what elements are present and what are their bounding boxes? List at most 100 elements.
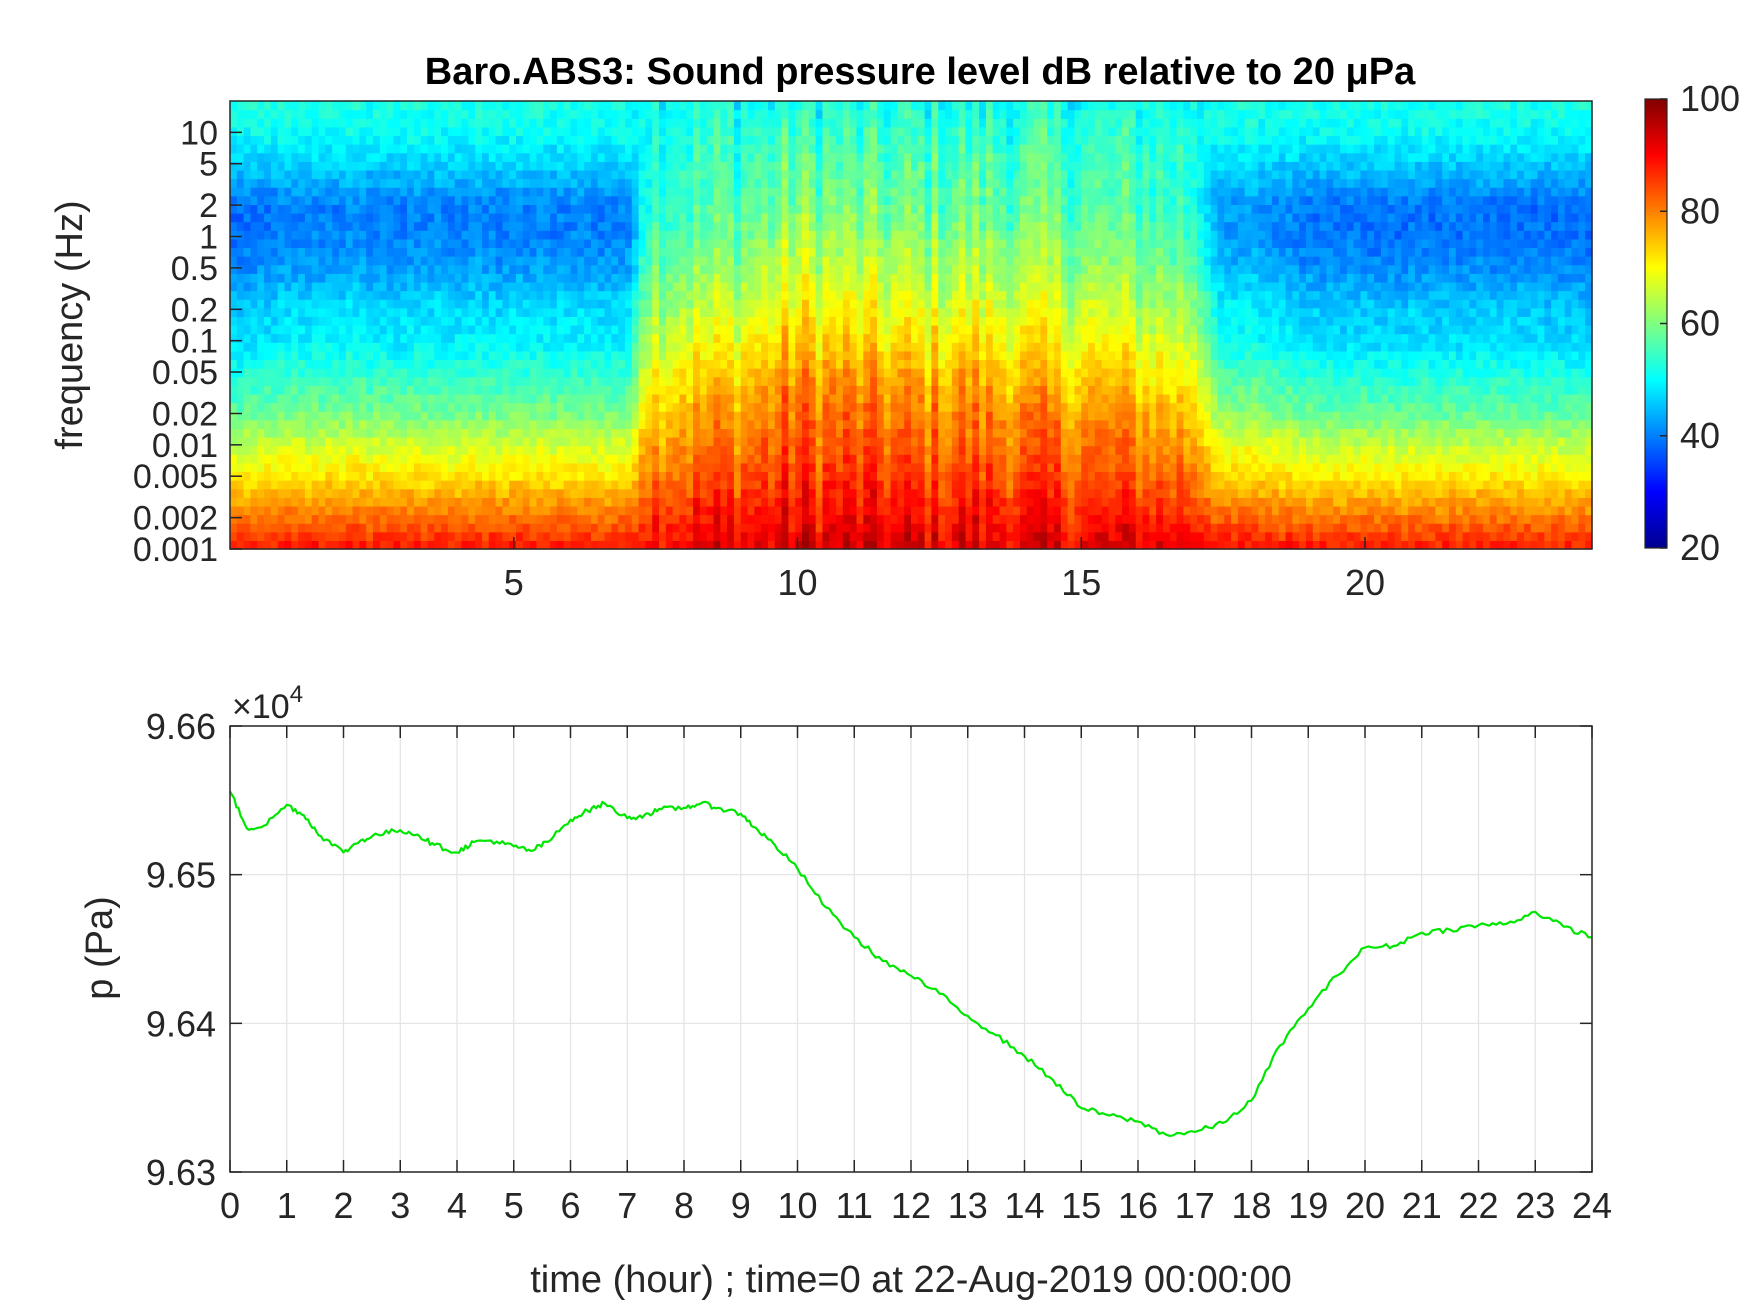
heatmap-cell [407, 540, 415, 550]
heatmap-cell [495, 342, 503, 352]
heatmap-cell [761, 462, 769, 473]
heatmap-cell [611, 256, 619, 266]
heatmap-cell [876, 531, 885, 541]
heatmap-cell [447, 540, 456, 550]
heatmap-cell [427, 169, 435, 180]
heatmap-cell [277, 290, 286, 300]
heatmap-cell [393, 273, 401, 283]
heatmap-cell [706, 376, 715, 386]
heatmap-cell [236, 256, 245, 266]
heatmap-cell [366, 101, 374, 111]
heatmap-cell [488, 230, 497, 240]
heatmap-cell [386, 523, 395, 533]
heatmap-cell [802, 368, 810, 378]
heatmap-cell [311, 325, 320, 335]
heatmap-cell [495, 152, 503, 162]
heatmap-cell [679, 437, 687, 447]
heatmap-cell [645, 290, 653, 300]
heatmap-cell [441, 273, 449, 283]
heatmap-cell [733, 273, 742, 283]
heatmap-cell [631, 480, 640, 490]
heatmap-cell [754, 385, 762, 395]
heatmap-cell [767, 264, 776, 274]
heatmap-cell [366, 247, 374, 257]
heatmap-cell [441, 350, 449, 361]
heatmap-cell [822, 531, 830, 541]
heatmap-cell [590, 316, 599, 326]
heatmap-cell [604, 342, 612, 352]
heatmap-cell [604, 376, 612, 386]
heatmap-cell [379, 161, 388, 171]
heatmap-cell [584, 325, 592, 335]
heatmap-cell [631, 307, 640, 317]
heatmap-cell [665, 307, 674, 317]
heatmap-cell [366, 204, 374, 214]
heatmap-cell [645, 221, 653, 231]
heatmap-cell [509, 135, 517, 145]
heatmap-cell [808, 376, 817, 386]
heatmap-cell [781, 256, 790, 266]
heatmap-cell [481, 445, 490, 455]
heatmap-cell [829, 299, 837, 309]
heatmap-cell [856, 471, 864, 481]
heatmap-cell [767, 299, 776, 309]
heatmap-cell [529, 213, 538, 223]
heatmap-cell [706, 454, 715, 464]
heatmap-cell [584, 402, 592, 412]
heatmap-cell [556, 454, 565, 464]
heatmap-cell [713, 169, 721, 180]
heatmap-cell [311, 350, 320, 361]
heatmap-cell [856, 359, 864, 369]
heatmap-cell [795, 359, 803, 369]
heatmap-cell [277, 135, 286, 145]
heatmap-cell [556, 281, 565, 292]
heatmap-cell [543, 393, 551, 404]
heatmap-cell [774, 178, 783, 188]
heatmap-cell [795, 402, 803, 412]
heatmap-cell [659, 230, 667, 240]
heatmap-cell [481, 299, 490, 309]
heatmap-cell [304, 428, 313, 438]
heatmap-cell [393, 454, 401, 464]
heatmap-cell [461, 531, 469, 541]
heatmap-cell [318, 454, 326, 464]
heatmap-cell [516, 368, 524, 378]
heatmap-cell [624, 359, 633, 369]
heatmap-cell [733, 307, 742, 317]
heatmap-cell [727, 230, 735, 240]
heatmap-cell [747, 411, 755, 421]
heatmap-cell [373, 531, 381, 541]
heatmap-cell [686, 187, 694, 197]
heatmap-cell [699, 385, 708, 395]
heatmap-cell [713, 488, 721, 498]
heatmap-cell [693, 204, 701, 214]
heatmap-cell [618, 333, 626, 343]
heatmap-cell [366, 299, 374, 309]
heatmap-cell [454, 126, 463, 137]
heatmap-cell [468, 307, 476, 317]
heatmap-cell [264, 402, 272, 412]
heatmap-cell [257, 471, 265, 481]
heatmap-cell [488, 187, 497, 197]
heatmap-cell [550, 454, 558, 464]
heatmap-cell [550, 462, 558, 473]
heatmap-cell [400, 454, 408, 464]
heatmap-cell [413, 350, 422, 361]
heatmap-cell [468, 454, 476, 464]
heatmap-cell [502, 411, 510, 421]
heatmap-cell [509, 161, 517, 171]
heatmap-cell [461, 454, 469, 464]
heatmap-cell [543, 428, 551, 438]
heatmap-cell [373, 333, 381, 343]
heatmap-cell [243, 497, 252, 507]
heatmap-cell [638, 109, 647, 119]
heatmap-cell [543, 195, 551, 205]
heatmap-cell [706, 307, 715, 317]
heatmap-cell [672, 531, 681, 541]
heatmap-cell [849, 505, 858, 516]
heatmap-cell [795, 264, 803, 274]
heatmap-cell [250, 445, 258, 455]
heatmap-cell [659, 454, 667, 464]
heatmap-cell [304, 126, 313, 137]
heatmap-cell [597, 161, 606, 171]
